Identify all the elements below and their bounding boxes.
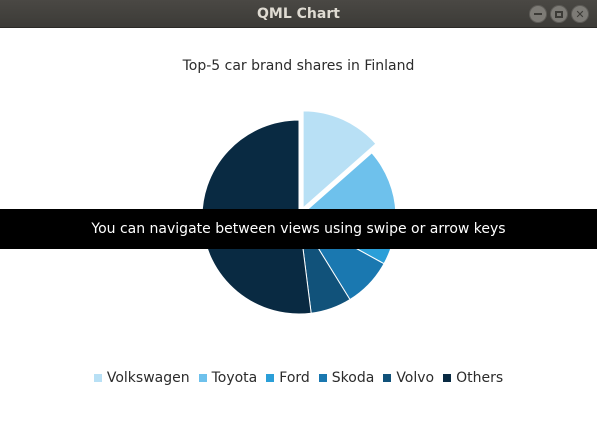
maximize-button[interactable] [550, 5, 568, 23]
legend-label: Volkswagen [106, 370, 190, 386]
close-icon: ✕ [575, 7, 585, 21]
window-controls: ✕ [529, 5, 589, 23]
legend-label: Ford [279, 370, 310, 386]
legend-item-volvo[interactable]: Volvo [383, 370, 434, 386]
legend-item-ford[interactable]: Ford [266, 370, 310, 386]
chart-title: Top-5 car brand shares in Finland [182, 58, 415, 74]
legend-swatch [383, 374, 392, 382]
legend-label: Toyota [211, 370, 258, 386]
legend-item-toyota[interactable]: Toyota [198, 370, 258, 386]
legend-swatch [198, 374, 207, 382]
legend-item-volkswagen[interactable]: Volkswagen [93, 370, 190, 386]
legend-swatch [443, 374, 452, 382]
legend-swatch [318, 374, 327, 382]
legend-item-others[interactable]: Others [443, 370, 503, 386]
window-title: QML Chart [257, 6, 340, 22]
maximize-icon [555, 10, 563, 18]
minimize-icon [534, 13, 542, 15]
pie-slice-volkswagen[interactable] [302, 110, 377, 209]
legend-item-skoda[interactable]: Skoda [318, 370, 375, 386]
navigation-hint-banner: You can navigate between views using swi… [0, 209, 597, 249]
legend-label: Volvo [396, 370, 435, 386]
legend-swatch [93, 374, 102, 382]
minimize-button[interactable] [529, 5, 547, 23]
legend-label: Skoda [331, 370, 375, 386]
title-bar[interactable]: QML Chart ✕ [0, 0, 597, 28]
legend-swatch [266, 374, 275, 382]
chart-legend: Volkswagen Toyota Ford Skoda Volvo Others [0, 370, 597, 386]
legend-label: Others [456, 370, 504, 386]
close-button[interactable]: ✕ [571, 5, 589, 23]
navigation-hint-text: You can navigate between views using swi… [91, 221, 506, 237]
